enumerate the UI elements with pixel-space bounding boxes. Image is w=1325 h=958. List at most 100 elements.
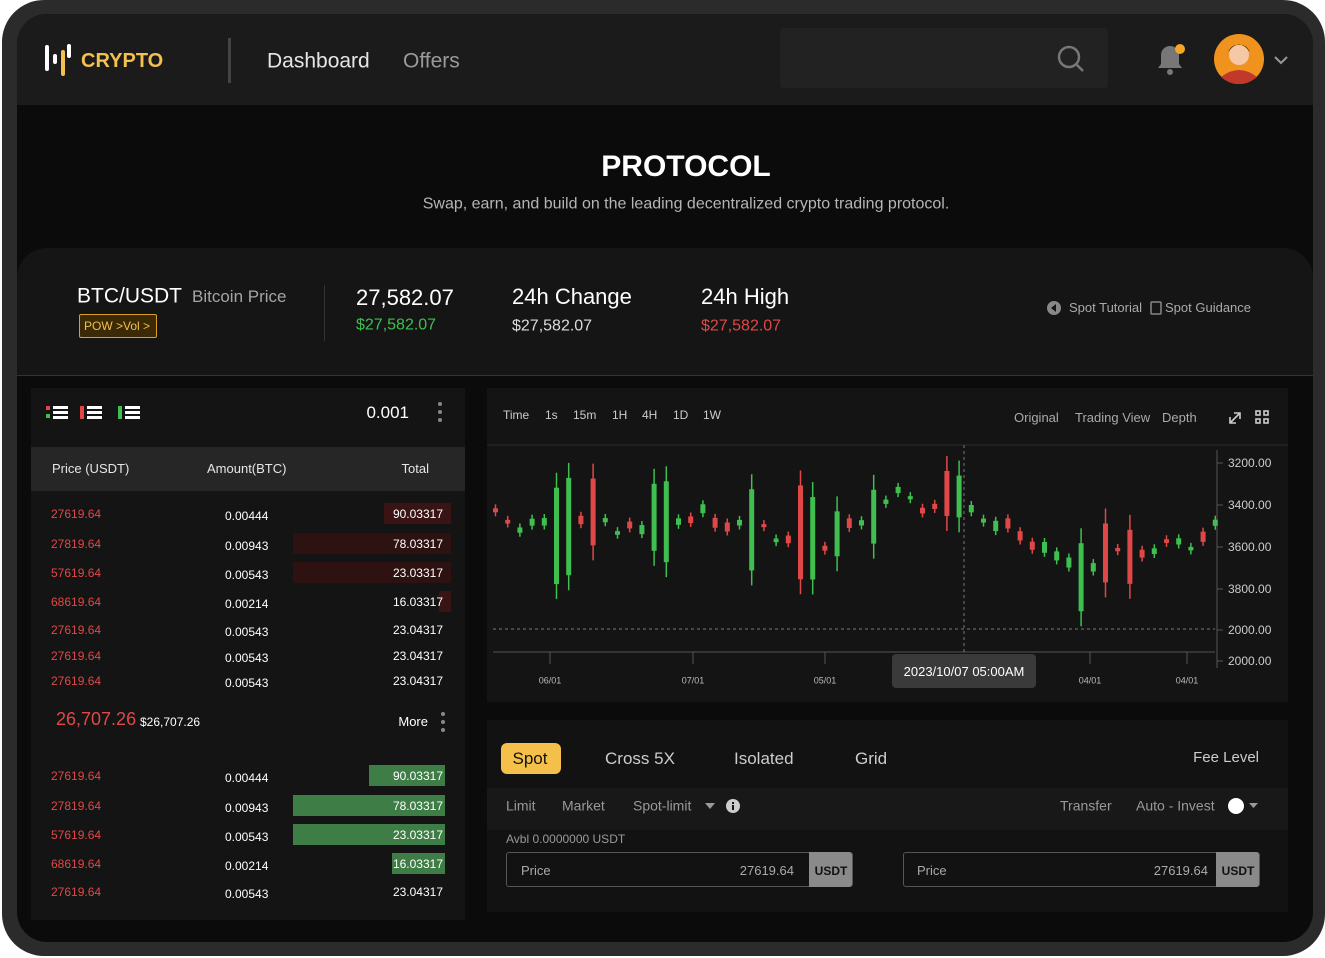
candle-body <box>1042 542 1047 553</box>
interval[interactable]: 1s <box>545 407 558 422</box>
bid-amount: 0.00444 <box>225 770 269 785</box>
y-label: 2000.00 <box>1228 653 1272 668</box>
candle-body <box>1176 538 1182 545</box>
view-tab[interactable]: Trading View <box>1075 410 1151 426</box>
nav-divider <box>228 38 231 83</box>
unit-box <box>809 852 852 887</box>
candle-body <box>968 504 974 513</box>
ask-price: 27619.64 <box>51 506 102 521</box>
candle-body <box>688 516 694 524</box>
column-header: Price (USDT) <box>52 461 130 477</box>
more-dots[interactable] <box>439 710 447 734</box>
price-input[interactable] <box>903 852 1260 887</box>
candle-body <box>810 497 816 580</box>
ask-total: 16.03317 <box>392 594 443 609</box>
candle-body <box>956 475 962 518</box>
bid-total: 16.03317 <box>392 856 443 871</box>
bid-price: 27619.64 <box>51 884 102 899</box>
ask-amount: 0.00543 <box>225 650 269 665</box>
more-link[interactable]: More <box>398 714 428 730</box>
candle-body <box>1017 531 1023 541</box>
hero-subtitle: Swap, earn, and build on the leading dec… <box>422 195 950 213</box>
ask-total: 23.04317 <box>392 673 443 688</box>
candle-body <box>541 518 547 526</box>
orderbook-view-icons[interactable] <box>44 403 144 423</box>
bid-amount: 0.00543 <box>225 829 269 844</box>
more-dots[interactable] <box>436 400 444 424</box>
order-type[interactable]: Limit <box>506 797 536 814</box>
ask-price: 68619.64 <box>51 594 102 609</box>
candle-body <box>517 527 523 533</box>
bid-total: 23.03317 <box>392 827 443 842</box>
nav-link[interactable]: Dashboard <box>267 49 370 73</box>
search-icon[interactable] <box>1056 44 1086 74</box>
dropdown-info[interactable] <box>700 796 745 816</box>
candle-body <box>1200 531 1206 542</box>
depth-bar <box>392 853 445 874</box>
candle-body <box>761 524 767 528</box>
option[interactable]: Transfer <box>1060 797 1112 814</box>
candle-body <box>700 504 706 514</box>
candle-body <box>883 499 889 504</box>
guide-link[interactable]: Spot Guidance <box>1165 300 1252 316</box>
avatar[interactable] <box>1213 33 1293 85</box>
candle-body <box>1029 541 1035 550</box>
depth-bar <box>439 591 451 612</box>
interval[interactable]: 15m <box>573 407 597 422</box>
bell-icon[interactable] <box>1150 40 1190 80</box>
toggle[interactable] <box>1225 796 1265 816</box>
column-header: Amount(BTC) <box>207 461 287 477</box>
interval[interactable]: 1W <box>703 407 721 422</box>
depth-bar <box>293 824 445 845</box>
trade-tab[interactable]: Cross 5X <box>605 748 675 768</box>
available: Avbl 0.0000000 USDT <box>506 831 626 846</box>
ask-amount: 0.00543 <box>225 567 269 582</box>
fee-level[interactable]: Fee Level <box>1193 749 1259 766</box>
grid-icon[interactable] <box>1255 410 1269 424</box>
y-label: 3800.00 <box>1228 581 1272 596</box>
view-tab[interactable]: Depth <box>1162 410 1197 426</box>
candle-body <box>944 470 950 516</box>
ask-price: 27819.64 <box>51 536 102 551</box>
precision[interactable]: 0.001 <box>366 402 409 422</box>
interval[interactable]: 4H <box>642 407 658 422</box>
nav-link[interactable]: Offers <box>403 49 460 73</box>
price-input[interactable] <box>506 852 853 887</box>
expand-icon[interactable] <box>1229 412 1241 424</box>
logo-icon <box>45 44 71 76</box>
candle-body <box>1212 519 1218 526</box>
spot-pill[interactable] <box>501 743 561 774</box>
depth-bar <box>293 533 451 554</box>
y-label: 3400.00 <box>1228 497 1272 512</box>
input-value: 27619.64 <box>739 863 794 879</box>
guide-link[interactable]: Spot Tutorial <box>1069 300 1142 316</box>
interval[interactable]: 1D <box>673 407 689 422</box>
trade-tab[interactable]: Isolated <box>734 748 794 768</box>
option[interactable]: Auto - Invest <box>1136 797 1215 814</box>
pair: BTC/USDT <box>77 284 182 308</box>
trade-tab[interactable]: Spot <box>512 748 548 768</box>
candle-body <box>505 519 511 524</box>
candle-body <box>798 485 803 580</box>
search-box[interactable] <box>780 28 1108 88</box>
candle-body <box>1115 547 1121 552</box>
ask-total: 78.03317 <box>392 536 443 551</box>
order-type[interactable]: Spot-limit <box>633 797 692 814</box>
interval[interactable]: Time <box>503 407 530 422</box>
candle-body <box>712 517 718 528</box>
trade-tab[interactable]: Grid <box>855 748 888 768</box>
tooltip-box <box>892 654 1036 688</box>
view-tab[interactable]: Original <box>1014 410 1059 426</box>
input-label: Price <box>521 863 551 879</box>
candle-body <box>676 518 681 525</box>
ask-amount: 0.00943 <box>225 538 269 553</box>
depth-bar <box>293 795 445 816</box>
order-type[interactable]: Market <box>562 797 605 814</box>
candle-body <box>1151 548 1157 555</box>
interval[interactable]: 1H <box>612 407 628 422</box>
input-unit: USDT <box>814 863 848 878</box>
candle-body <box>1005 518 1011 529</box>
order-type-bar <box>487 788 1288 830</box>
candle-body <box>1139 549 1145 558</box>
x-label: 04/01 <box>1175 675 1199 686</box>
